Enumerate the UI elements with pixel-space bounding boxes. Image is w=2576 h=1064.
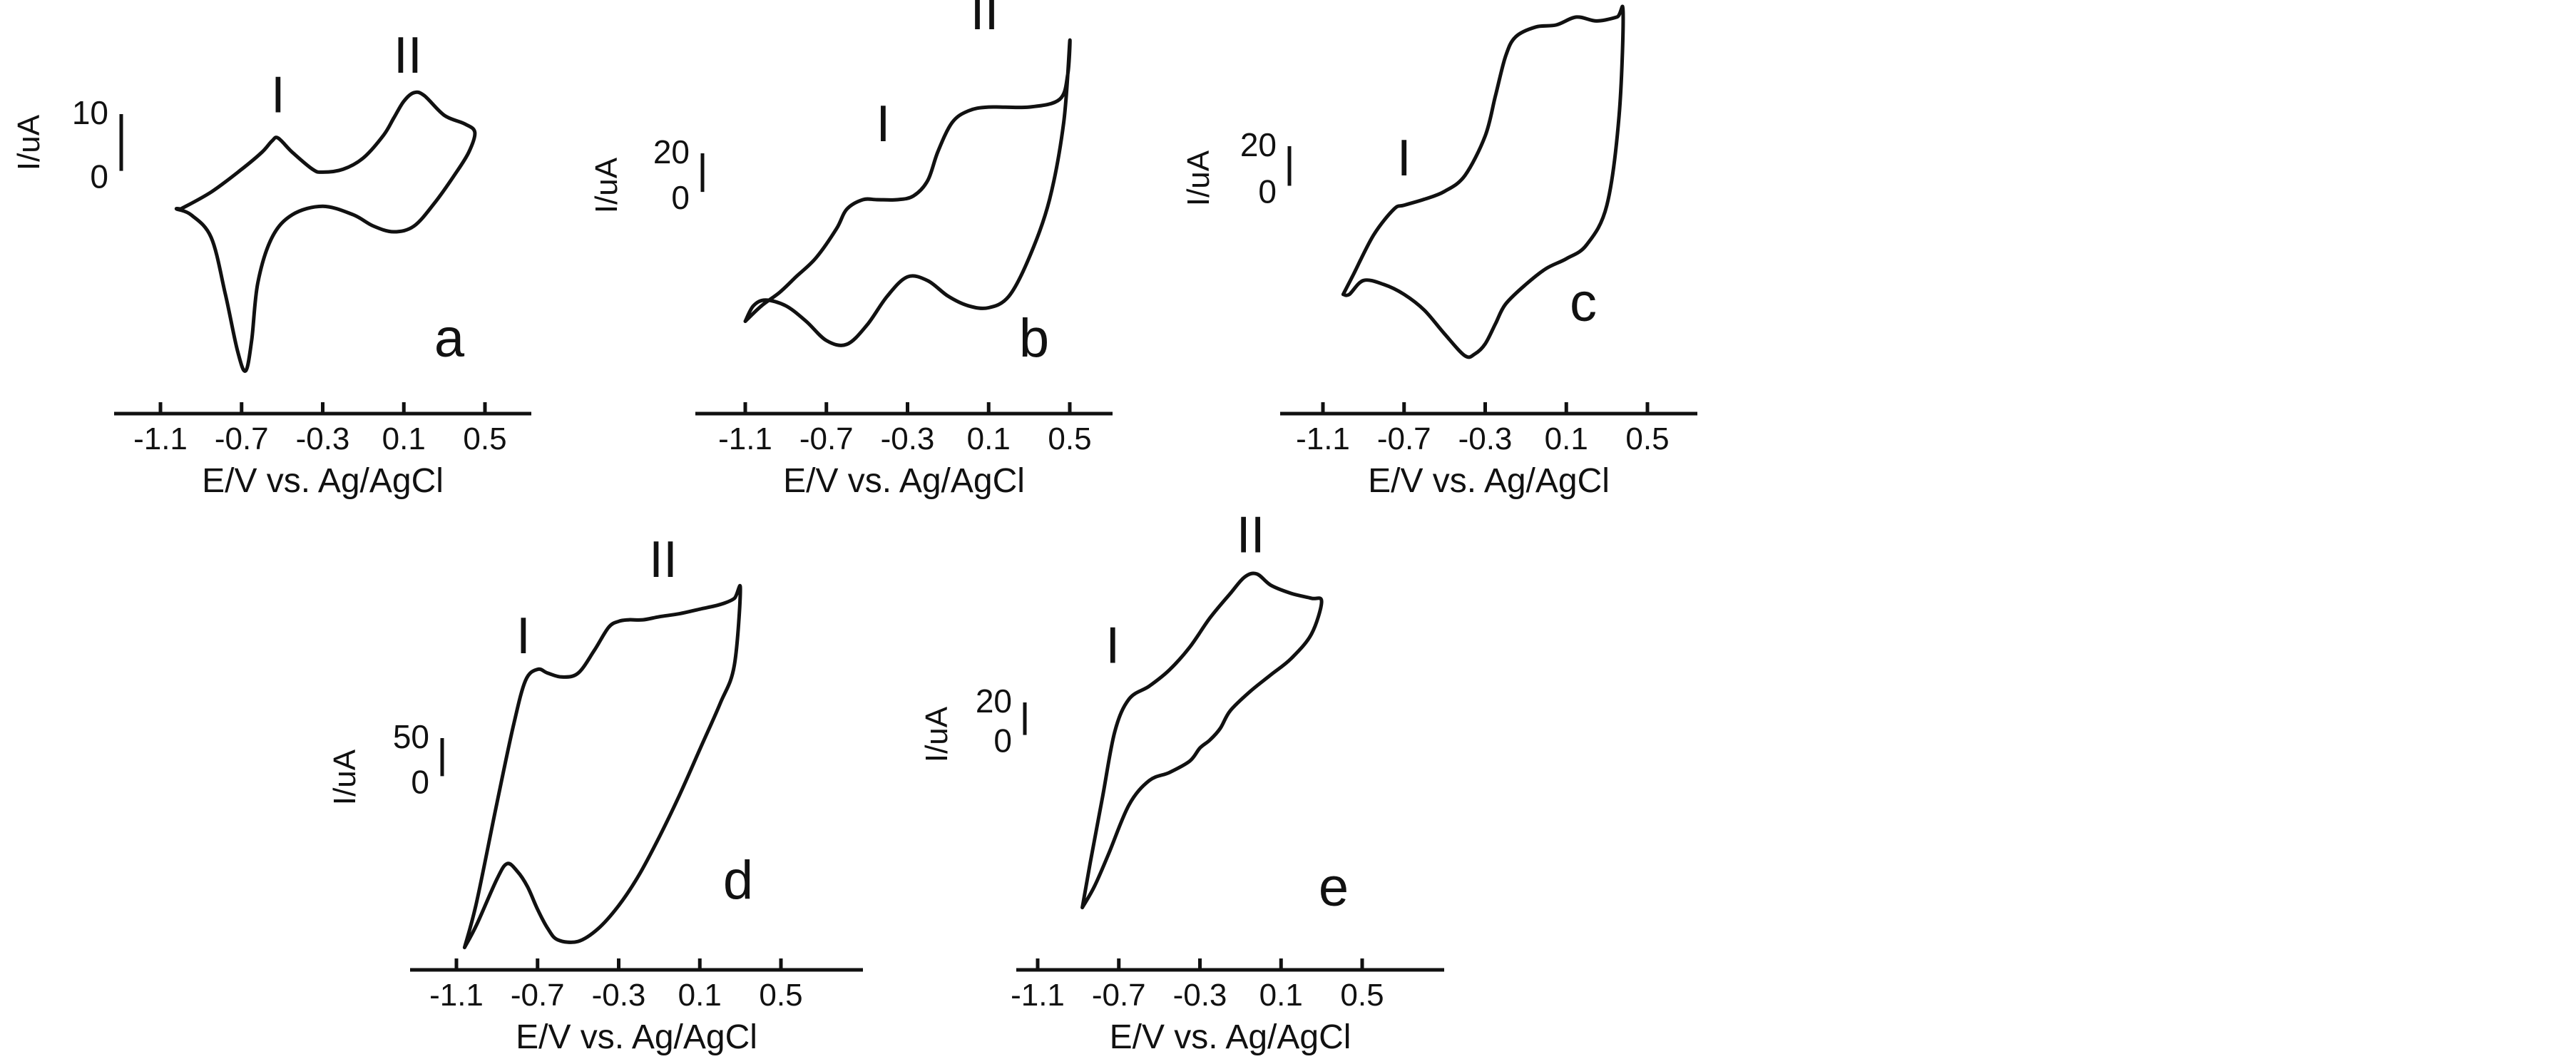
x-tick-label: 0.5	[1048, 421, 1091, 456]
x-tick-label: 0.1	[382, 421, 426, 456]
x-tick-label: -0.3	[296, 421, 350, 456]
panel-letter: d	[723, 850, 753, 911]
x-tick-label: -0.7	[799, 421, 854, 456]
scale-bar-top-label: 20	[976, 682, 1012, 720]
x-tick-label: -0.7	[511, 978, 565, 1013]
panel-e: -1.1 -0.7 -0.3 0.1 0.5 E/V vs. Ag/AgCl I/uA 200…	[919, 506, 1444, 1056]
x-tick-label: -0.7	[1377, 421, 1431, 456]
x-tick-label: 0.1	[678, 978, 722, 1013]
x-axis-label: E/V vs. Ag/AgCl	[202, 462, 444, 500]
x-tick-label: -0.3	[1458, 421, 1513, 456]
panel-a: -1.1 -0.7 -0.3 0.1 0.5 E/V vs. Ag/AgCl I/uA 10 0…	[11, 27, 531, 500]
x-tick-label: -0.3	[592, 978, 646, 1013]
panel-c: -1.1 -0.7 -0.3 0.1 0.5 E/V vs. Ag/AgCl I/uA 20 0…	[1181, 0, 1697, 500]
x-axis-label: E/V vs. Ag/AgCl	[1110, 1018, 1351, 1056]
x-tick-label: -1.1	[429, 978, 484, 1013]
x-tick-label: -1.1	[718, 421, 772, 456]
scale-bar-top-label: 10	[72, 94, 108, 131]
cv-curve	[462, 583, 742, 950]
panel-letter: e	[1319, 857, 1349, 918]
y-axis-label: I/uA	[327, 749, 362, 805]
cv-curve	[174, 90, 477, 373]
x-tick-label: -0.7	[1092, 978, 1146, 1013]
x-tick-label: 0.1	[1259, 978, 1303, 1013]
y-axis-label: I/uA	[589, 157, 624, 213]
peak-label: II	[649, 531, 678, 588]
panel-letter: b	[1019, 308, 1049, 369]
peak-label: II	[1496, 0, 1524, 9]
scale-bar-bottom-label: 0	[671, 179, 690, 216]
x-tick-label: 0.5	[1340, 978, 1384, 1013]
cv-curve	[1341, 4, 1625, 359]
panel-b: -1.1 -0.7 -0.3 0.1 0.5 E/V vs. Ag/AgCl I/uA 20 0…	[589, 0, 1113, 500]
x-axis-label: E/V vs. Ag/AgCl	[783, 462, 1025, 500]
scale-bar-bottom-label: 0	[1258, 173, 1277, 210]
y-axis-label: I/uA	[1181, 150, 1216, 206]
x-axis-label: E/V vs. Ag/AgCl	[1368, 462, 1610, 500]
peak-label: I	[876, 96, 890, 153]
peak-label: I	[1397, 130, 1411, 187]
peak-label: II	[394, 27, 422, 84]
x-tick-label: 0.5	[1625, 421, 1669, 456]
y-axis-label: I/uA	[919, 706, 954, 762]
cv-curve	[1080, 571, 1324, 910]
scale-bar-top-label: 20	[653, 133, 690, 170]
x-tick-label: 0.5	[759, 978, 802, 1013]
x-tick-label: 0.5	[463, 421, 506, 456]
peak-label: I	[1105, 618, 1120, 675]
y-axis-label: I/uA	[11, 114, 46, 170]
x-tick-label: -0.7	[215, 421, 269, 456]
x-axis-label: E/V vs. Ag/AgCl	[516, 1018, 757, 1056]
x-tick-label: -1.1	[133, 421, 188, 456]
scale-bar-bottom-label: 0	[90, 158, 108, 195]
scale-bar-bottom-label: 0	[993, 722, 1012, 759]
x-tick-label: 0.1	[967, 421, 1011, 456]
cv-curve	[743, 38, 1072, 347]
x-tick-label: -1.1	[1011, 978, 1065, 1013]
x-tick-label: -1.1	[1296, 421, 1350, 456]
peak-label: II	[1237, 506, 1265, 563]
x-tick-label: -0.3	[881, 421, 935, 456]
peak-label: II	[971, 0, 999, 41]
x-tick-label: -0.3	[1173, 978, 1227, 1013]
x-tick-label: 0.1	[1545, 421, 1588, 456]
panel-d: -1.1 -0.7 -0.3 0.1 0.5E/V vs. Ag/AgCl I/uA 50 0…	[327, 531, 863, 1056]
panel-letter: a	[434, 308, 465, 369]
panel-letter: c	[1570, 272, 1597, 333]
scale-bar-top-label: 50	[393, 718, 429, 755]
scale-bar-bottom-label: 0	[411, 763, 429, 800]
peak-label: I	[516, 608, 531, 665]
peak-label: I	[271, 67, 285, 124]
scale-bar-top-label: 20	[1240, 126, 1277, 163]
